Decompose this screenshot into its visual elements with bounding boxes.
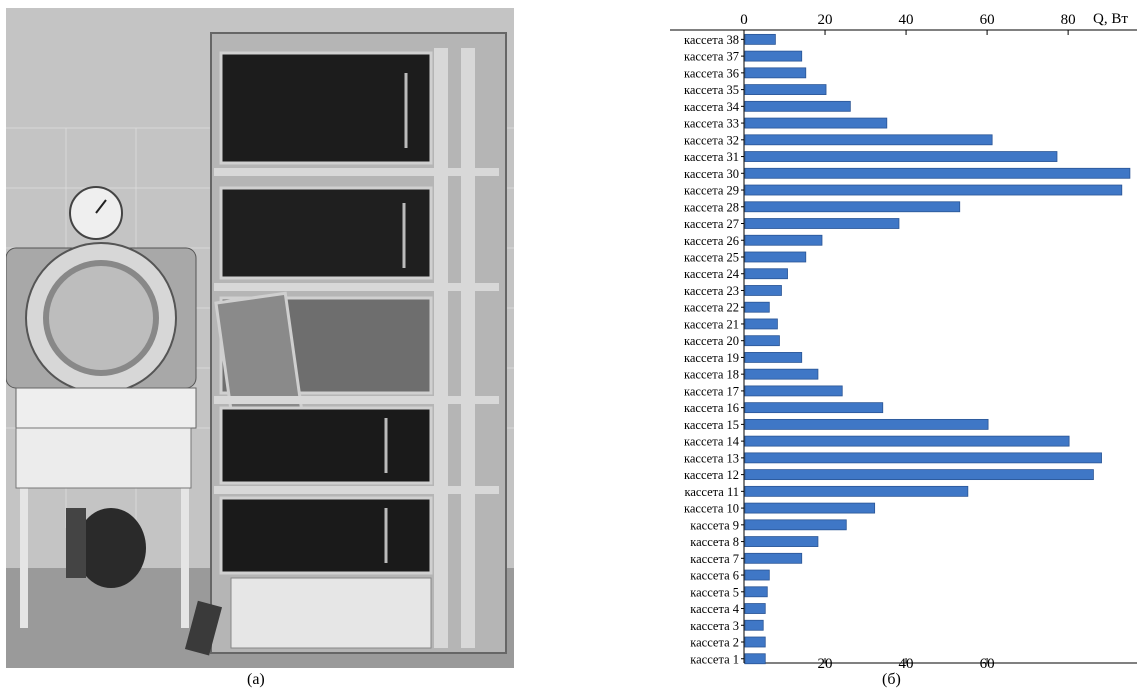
bar bbox=[744, 151, 1058, 162]
bar bbox=[744, 653, 766, 665]
bar bbox=[744, 385, 843, 397]
category-label: кассета 18 bbox=[684, 368, 739, 382]
category-label: кассета 32 bbox=[684, 133, 739, 147]
bar bbox=[744, 636, 766, 648]
category-label: кассета 25 bbox=[684, 250, 739, 264]
category-label: кассета 31 bbox=[684, 150, 739, 164]
category-label: кассета 15 bbox=[684, 418, 739, 432]
bar bbox=[744, 552, 803, 564]
x-axis-label: Q, Вт bbox=[1093, 11, 1128, 27]
bar bbox=[744, 502, 876, 514]
category-label: кассета 38 bbox=[684, 33, 739, 47]
category-label: кассета 24 bbox=[684, 267, 740, 281]
category-label: кассета 9 bbox=[690, 518, 739, 532]
category-label: кассета 35 bbox=[684, 83, 739, 97]
bar bbox=[744, 50, 803, 62]
category-label: кассета 28 bbox=[684, 200, 739, 214]
category-label: кассета 17 bbox=[684, 384, 739, 398]
category-label: кассета 36 bbox=[684, 66, 739, 80]
x-tick-label-top: 20 bbox=[818, 12, 833, 28]
x-tick-label-top: 0 bbox=[740, 12, 748, 28]
category-label: кассета 27 bbox=[684, 217, 739, 231]
category-label: кассета 21 bbox=[684, 317, 739, 331]
caption-left: (а) bbox=[247, 671, 265, 688]
bar bbox=[744, 100, 851, 112]
bar bbox=[744, 218, 900, 229]
category-label: кассета 19 bbox=[684, 351, 739, 365]
bar bbox=[744, 184, 1123, 196]
category-label: кассета 12 bbox=[684, 468, 739, 482]
category-label: кассета 7 bbox=[690, 552, 739, 566]
bar bbox=[744, 268, 788, 280]
category-label: кассета 11 bbox=[684, 485, 739, 499]
bar bbox=[744, 301, 770, 313]
bar bbox=[744, 536, 819, 547]
bar bbox=[744, 603, 766, 614]
x-tick-label-bottom: 20 bbox=[818, 656, 833, 670]
category-label: кассета 14 bbox=[684, 435, 740, 449]
bar bbox=[744, 469, 1094, 481]
bar bbox=[744, 569, 770, 581]
bar bbox=[744, 402, 884, 414]
bar bbox=[744, 134, 993, 146]
category-label: кассета 1 bbox=[690, 652, 739, 666]
category-label: кассета 26 bbox=[684, 234, 739, 248]
category-label: кассета 20 bbox=[684, 334, 739, 348]
caption-right: (б) bbox=[882, 671, 901, 688]
bar bbox=[744, 67, 807, 79]
bar bbox=[744, 619, 764, 631]
category-label: кассета 30 bbox=[684, 167, 739, 181]
bar bbox=[744, 335, 780, 347]
category-label: кассета 29 bbox=[684, 184, 739, 198]
category-label: кассета 8 bbox=[690, 535, 739, 549]
bar bbox=[744, 435, 1070, 447]
x-tick-label-bottom: 60 bbox=[980, 656, 995, 670]
bar bbox=[744, 519, 847, 531]
category-label: кассета 6 bbox=[690, 569, 739, 583]
x-tick-label-bottom: 40 bbox=[899, 656, 914, 670]
bar bbox=[744, 318, 778, 330]
bar bbox=[744, 586, 768, 598]
category-label: кассета 10 bbox=[684, 502, 739, 516]
bar-chart: 0 20 40 60 80 20 40 60 кассета 1 кассета 2 кассет… bbox=[670, 11, 1137, 670]
category-label: кассета 4 bbox=[690, 602, 740, 616]
equipment-photo bbox=[6, 8, 514, 668]
bar bbox=[744, 251, 807, 263]
bar bbox=[744, 234, 823, 246]
category-label: кассета 22 bbox=[684, 301, 739, 315]
category-label: кассета 13 bbox=[684, 451, 739, 465]
category-label: кассета 33 bbox=[684, 117, 739, 131]
bar bbox=[744, 84, 827, 95]
category-label: кассета 3 bbox=[690, 619, 739, 633]
bar bbox=[744, 418, 989, 430]
bar bbox=[744, 167, 1131, 179]
bar bbox=[744, 368, 819, 380]
category-label: кассета 16 bbox=[684, 401, 739, 415]
x-tick-label-top: 60 bbox=[980, 12, 995, 28]
bar bbox=[744, 352, 803, 363]
bar bbox=[744, 201, 961, 213]
category-label: кассета 23 bbox=[684, 284, 739, 298]
category-label: кассета 5 bbox=[690, 585, 739, 599]
bar bbox=[744, 485, 969, 497]
category-label: кассета 37 bbox=[684, 50, 739, 64]
bar bbox=[744, 285, 782, 296]
category-label: кассета 34 bbox=[684, 100, 740, 114]
bar bbox=[744, 117, 888, 129]
bar bbox=[744, 452, 1102, 464]
bar bbox=[744, 33, 776, 45]
x-tick-label-top: 80 bbox=[1061, 12, 1076, 28]
x-tick-label-top: 40 bbox=[899, 12, 914, 28]
category-label: кассета 2 bbox=[690, 636, 739, 650]
